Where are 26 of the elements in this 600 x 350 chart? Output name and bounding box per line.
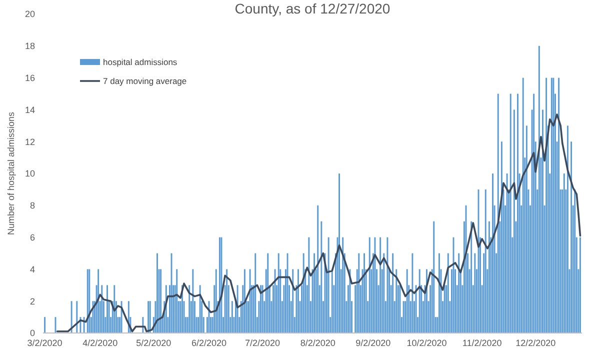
y-tick-label: 14: [24, 104, 35, 115]
x-tick-label: 3/2/2020: [27, 338, 62, 348]
x-tick-label: 10/2/2020: [406, 338, 447, 348]
y-tick-label: 10: [24, 168, 35, 179]
x-tick-label: 5/2/2020: [136, 338, 172, 348]
line-series: [56, 114, 582, 332]
y-tick-label: 8: [30, 200, 35, 211]
y-tick-label: 6: [30, 232, 35, 242]
x-tick-label: 8/2/2020: [300, 338, 336, 348]
y-tick-label: 0: [30, 328, 35, 338]
x-tick-label: 9/2/2020: [356, 338, 391, 348]
x-tick-label: 12/2/2020: [516, 338, 556, 348]
x-tick-label: 6/2/2020: [191, 338, 227, 348]
x-tick-label: 7/2/2020: [245, 338, 280, 348]
y-tick-label: 20: [24, 9, 35, 20]
legend-label: hospital admissions: [103, 56, 178, 67]
y-tick-label: 18: [24, 41, 35, 52]
y-tick-label: 16: [24, 72, 35, 83]
x-tick-label: 4/2/2020: [82, 338, 118, 348]
y-axis-title: Number of hospital admissions: [6, 111, 16, 236]
x-tick-label: 11/2/2020: [462, 338, 502, 348]
y-tick-label: 12: [24, 136, 35, 147]
y-tick-label: 4: [30, 264, 35, 274]
y-tick-label: 2: [30, 296, 35, 306]
chart-title: County, as of 12/27/2020: [234, 0, 390, 17]
legend-label: 7 day moving average: [103, 76, 187, 86]
